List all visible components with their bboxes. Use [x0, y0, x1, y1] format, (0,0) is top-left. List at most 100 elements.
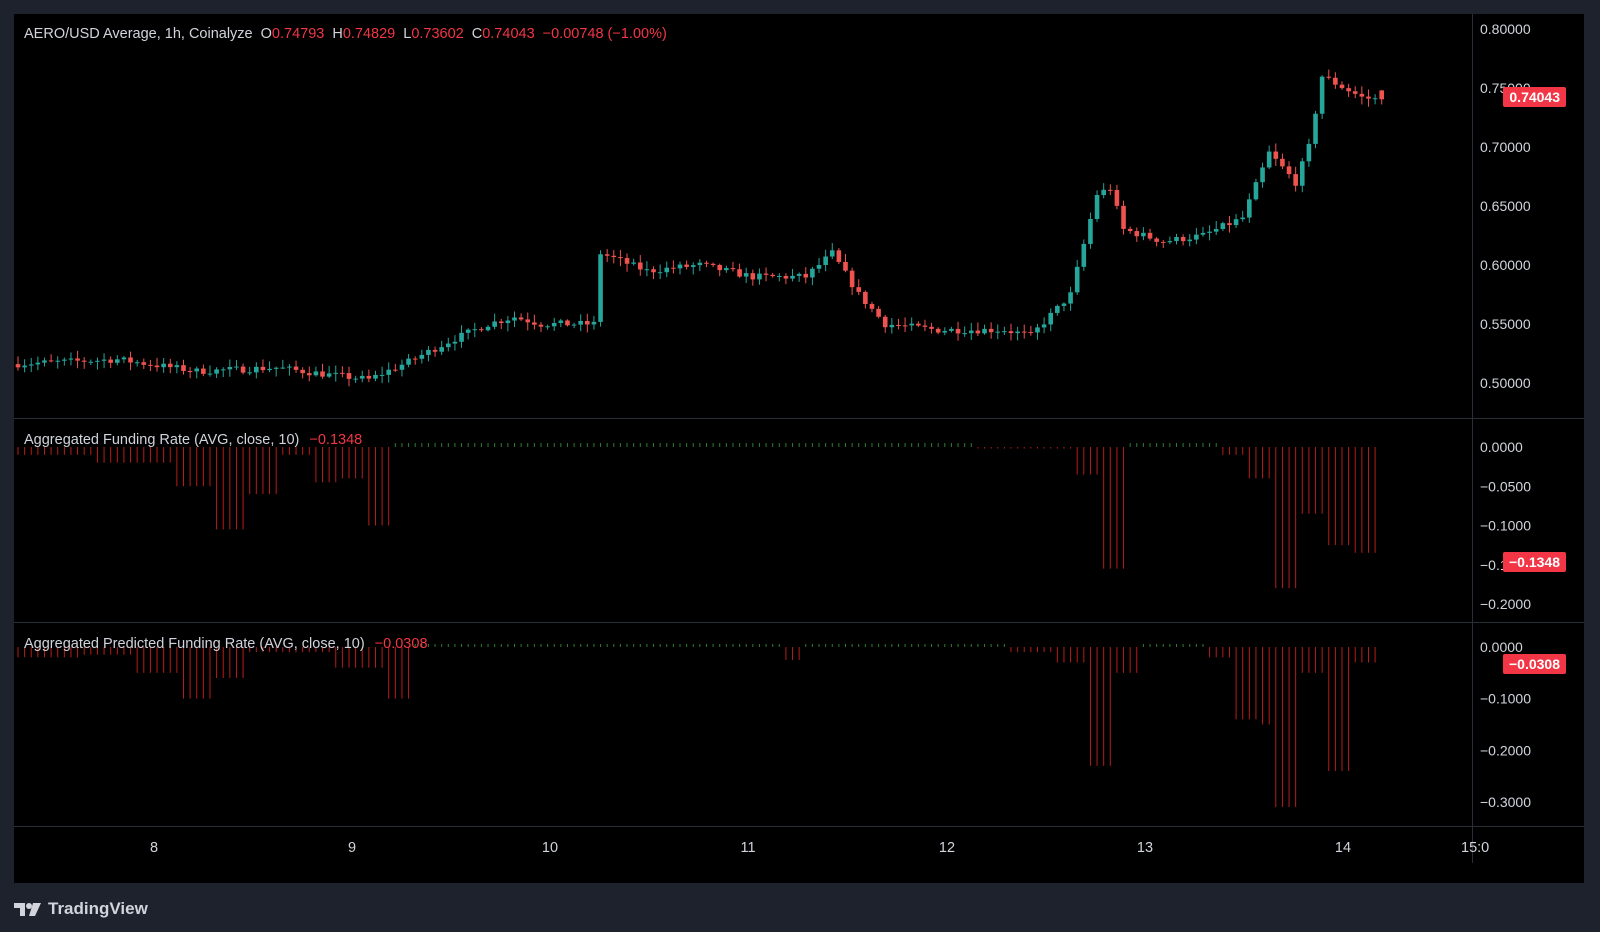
time-axis-tick: 12 [939, 840, 955, 856]
candle-body [1326, 76, 1332, 78]
chart-canvas[interactable]: 0.800000.750000.700000.650000.600000.550… [14, 14, 1584, 883]
predicted-axis-tick: −0.1000 [1480, 691, 1531, 707]
candle-body [1061, 303, 1067, 306]
candle-body [1147, 232, 1153, 239]
candle-body [757, 273, 762, 280]
candle-body [35, 362, 41, 365]
candle-body [750, 273, 756, 280]
candle-body [280, 367, 286, 369]
footer-brand[interactable]: TradingView [14, 894, 148, 924]
candle-body [201, 368, 206, 374]
candle-body [578, 320, 583, 325]
candle-body [485, 326, 491, 331]
candle-body [730, 268, 736, 270]
candle-body [287, 366, 292, 368]
funding-axis-tick: −0.0500 [1480, 478, 1531, 494]
time-axis-tick: 13 [1137, 840, 1153, 856]
candle-body [459, 332, 464, 342]
candle-body [359, 375, 365, 379]
candle-body [1041, 324, 1047, 328]
candle-body [1366, 96, 1371, 99]
candle-body [1359, 93, 1365, 97]
candle-body [955, 328, 961, 334]
candle-body [1299, 161, 1305, 186]
candle-body [1114, 190, 1120, 206]
candle-body [1094, 195, 1100, 220]
candle-body [75, 358, 80, 361]
time-axis-tick: 15:0 [1461, 840, 1489, 856]
candle-body [1187, 239, 1193, 242]
candle-body [975, 330, 981, 334]
candle-body [1174, 237, 1179, 242]
candle-body [896, 324, 901, 326]
candle-body [393, 369, 398, 371]
candle-body [15, 364, 21, 368]
candle-body [432, 349, 438, 352]
candle-body [790, 275, 795, 279]
candle-body [664, 267, 670, 273]
candle-body [902, 325, 908, 327]
candle-body [479, 329, 484, 331]
candle-body [591, 321, 597, 325]
candle-body [1352, 91, 1358, 94]
symbol-title: AERO/USD Average, 1h, Coinalyze [24, 26, 253, 42]
candle-body [968, 330, 974, 334]
candle-body [565, 320, 570, 326]
predicted-value: −0.0308 [374, 636, 428, 652]
candle-body [306, 373, 312, 376]
change-value: −0.00748 (−1.00%) [542, 26, 667, 42]
candle-body [254, 366, 259, 373]
predicted-last-tag: −0.0308 [1503, 654, 1566, 674]
candle-body [843, 261, 848, 271]
candle-body [439, 347, 444, 352]
price-axis-tick: 0.55000 [1480, 316, 1531, 332]
candle-body [1002, 331, 1007, 333]
candle-body [743, 273, 749, 277]
tradingview-logo-icon [14, 903, 41, 916]
predicted-axis-tick: 0.0000 [1480, 639, 1523, 655]
brand-name: TradingView [48, 899, 148, 918]
candle-body [227, 367, 233, 370]
candle-body [571, 324, 577, 326]
price-legend: AERO/USD Average, 1h, Coinalyze O0.74793 H… [24, 26, 667, 42]
candle-body [538, 324, 544, 327]
candle-body [181, 365, 186, 371]
candle-body [1048, 312, 1054, 325]
candle-body [1280, 158, 1285, 167]
candle-body [618, 257, 623, 259]
predicted-axis-tick: −0.2000 [1480, 742, 1531, 758]
candle-body [1207, 231, 1212, 233]
candle-body [982, 328, 987, 334]
candle-body [816, 264, 822, 269]
candle-body [876, 308, 881, 317]
price-axis-tick: 0.80000 [1480, 21, 1531, 37]
candle-body [532, 322, 537, 325]
candle-body [935, 328, 941, 333]
time-axis-tick: 8 [150, 840, 158, 856]
candle-body [1068, 292, 1073, 304]
candle-body [492, 321, 497, 327]
candle-body [677, 264, 683, 269]
close-label: C [471, 26, 483, 42]
candle-body [273, 367, 279, 369]
candle-body [1372, 98, 1378, 100]
time-axis-tick: 9 [348, 840, 356, 856]
candle-body [704, 262, 709, 264]
candle-body [1141, 232, 1146, 237]
candle-body [783, 275, 789, 279]
candle-body [1253, 182, 1259, 200]
candle-body [1200, 232, 1206, 235]
candle-body [810, 268, 815, 278]
candle-body [717, 264, 723, 271]
chart-area[interactable]: 0.800000.750000.700000.650000.600000.550… [14, 14, 1584, 883]
candle-body [419, 354, 425, 359]
candle-body [214, 369, 219, 374]
candle-body [1108, 189, 1113, 191]
candle-body [1273, 151, 1279, 159]
candle-body [1055, 305, 1060, 313]
candle-body [829, 250, 835, 257]
candle-body [1313, 113, 1318, 144]
time-axis-tick: 14 [1335, 840, 1351, 856]
funding-title: Aggregated Funding Rate (AVG, close, 10) [24, 432, 300, 448]
close-value: 0.74043 [482, 26, 535, 42]
